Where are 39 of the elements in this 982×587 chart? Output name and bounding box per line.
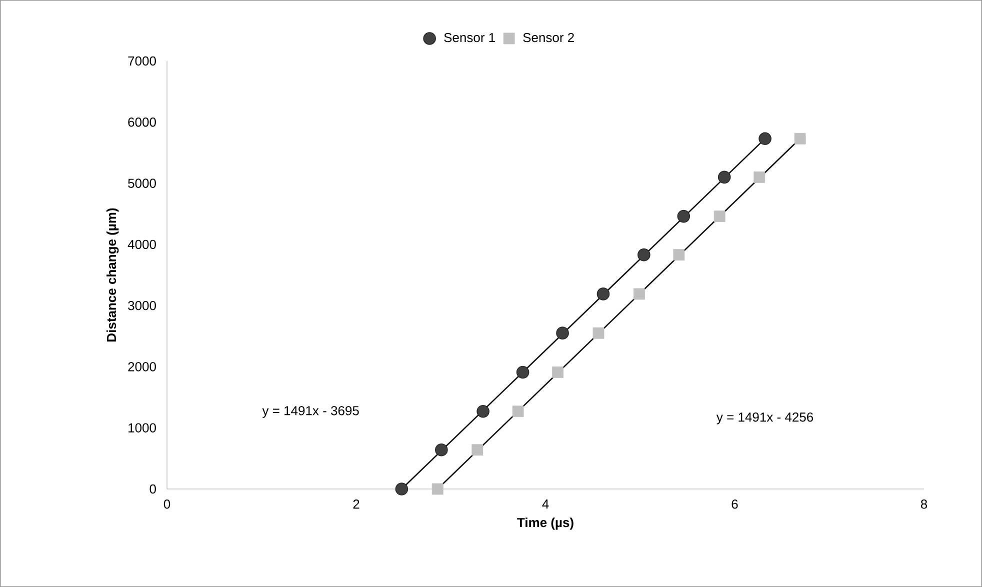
point <box>435 443 448 456</box>
y-tick-label: 6000 <box>128 118 156 127</box>
y-tick-label: 0 <box>150 484 156 494</box>
point <box>512 406 524 418</box>
annotation: y = 1491x - 4256 <box>716 412 814 424</box>
x-axis-title: Time (µs) <box>517 518 574 530</box>
point <box>677 210 690 223</box>
point <box>718 170 731 184</box>
x-tick-label: 0 <box>164 500 170 509</box>
point <box>516 366 530 379</box>
point <box>552 366 564 378</box>
y-tick-label: 2000 <box>128 362 156 372</box>
x-tick-label: 4 <box>542 500 549 508</box>
point <box>714 210 726 222</box>
point <box>794 132 806 144</box>
y-tick-label: 4000 <box>128 240 156 250</box>
point <box>754 171 766 183</box>
x-tick-label: 8 <box>920 500 928 509</box>
point <box>633 288 645 300</box>
point <box>758 132 772 146</box>
point <box>395 482 408 496</box>
y-axis-title: Distance change (µm) <box>106 208 119 342</box>
x-tick-label: 2 <box>353 500 360 509</box>
point <box>556 326 569 340</box>
legend-label: Sensor 1 <box>444 32 495 42</box>
point <box>432 483 444 495</box>
x-tick-label: 6 <box>732 500 738 509</box>
point <box>638 248 650 262</box>
point <box>673 249 685 261</box>
point <box>592 327 604 339</box>
y-tick-label: 7000 <box>128 56 156 66</box>
annotation: y = 1491x - 3695 <box>262 406 359 418</box>
y-tick-label: 3000 <box>128 300 156 310</box>
point <box>596 288 610 300</box>
y-tick-label: 5000 <box>128 178 156 188</box>
point <box>476 404 490 418</box>
point <box>472 444 484 456</box>
y-tick-label: 1000 <box>128 423 156 432</box>
legend-label: Sensor 2 <box>523 32 574 42</box>
